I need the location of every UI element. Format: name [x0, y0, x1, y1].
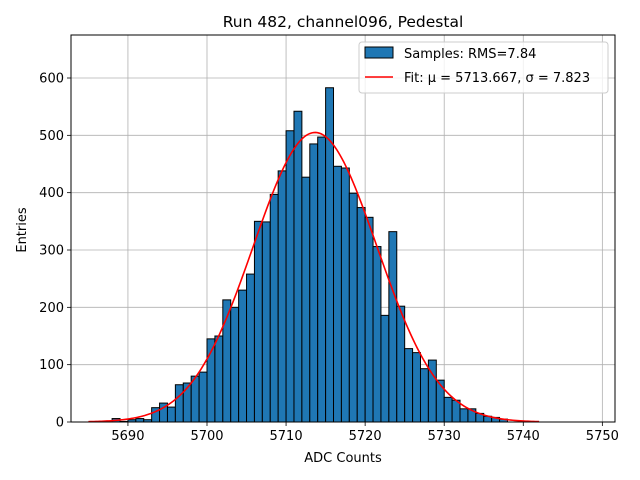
histogram-bar: [230, 306, 240, 423]
y-axis-ticks: 0 100 200 300 400 500 600: [39, 72, 71, 431]
y-axis-label: Entries: [15, 207, 30, 253]
fit-curve-group: [88, 131, 540, 423]
histogram-bar: [388, 231, 398, 423]
y-tick-label: 500: [39, 129, 64, 144]
histogram-bar: [380, 314, 390, 423]
histogram-bar: [309, 143, 319, 423]
x-axis-ticks: 5690 5700 5710 5720 5730 5740 5750: [111, 422, 619, 444]
x-tick-label: 5720: [349, 429, 382, 444]
histogram-bar: [246, 273, 255, 423]
histogram-bar: [190, 375, 200, 423]
histogram-bar: [285, 130, 295, 423]
histogram-bar: [404, 348, 414, 423]
histogram-bar: [293, 110, 303, 423]
x-tick-label: 5690: [111, 429, 144, 444]
histogram-bar: [340, 167, 350, 423]
histogram-bar: [443, 396, 453, 423]
histogram-bar: [253, 220, 263, 423]
x-axis-label: ADC Counts: [304, 451, 382, 466]
histogram-bar: [435, 379, 445, 423]
legend-fit-label: Fit: μ = 5713.667, σ = 7.823: [404, 71, 590, 86]
legend-histogram-swatch: [364, 46, 394, 59]
gaussian-fit-curve: [88, 131, 540, 423]
histogram-bar: [348, 192, 358, 423]
histogram-bar: [301, 176, 311, 423]
histogram-bar: [459, 408, 469, 423]
histogram-bar: [214, 335, 224, 423]
histogram-bar: [166, 406, 176, 423]
histogram-bar: [174, 384, 184, 423]
y-tick-label: 600: [39, 72, 64, 87]
y-tick-label: 0: [56, 416, 64, 431]
histogram-bar: [238, 289, 248, 423]
histogram-bar: [356, 207, 366, 423]
histogram-bars: [111, 87, 508, 423]
histogram-bar: [135, 418, 145, 423]
y-tick-label: 300: [39, 244, 64, 259]
y-tick-label: 200: [39, 301, 64, 316]
x-tick-label: 5740: [507, 429, 540, 444]
x-tick-label: 5730: [428, 429, 461, 444]
chart-title: Run 482, channel096, Pedestal: [223, 13, 464, 31]
x-tick-label: 5700: [190, 429, 223, 444]
y-tick-label: 400: [39, 186, 64, 201]
legend: Samples: RMS=7.84 Fit: μ = 5713.667, σ =…: [358, 41, 609, 94]
histogram-bar: [364, 216, 374, 423]
histogram-bar: [333, 165, 342, 423]
histogram-bar: [269, 193, 279, 423]
histogram-bar: [372, 246, 382, 423]
histogram-bar: [261, 221, 271, 423]
x-tick-label: 5750: [586, 429, 619, 444]
legend-box: [358, 41, 609, 94]
y-tick-label: 100: [39, 358, 64, 373]
histogram-bar: [412, 352, 421, 423]
x-tick-label: 5710: [270, 429, 303, 444]
histogram-bar: [396, 305, 406, 423]
legend-histogram-label: Samples: RMS=7.84: [404, 47, 536, 62]
plot-area-frame: [70, 34, 616, 423]
histogram-bar: [198, 371, 208, 423]
histogram-bar: [277, 170, 287, 423]
histogram-bar: [419, 368, 429, 423]
histogram-bar: [317, 136, 327, 423]
